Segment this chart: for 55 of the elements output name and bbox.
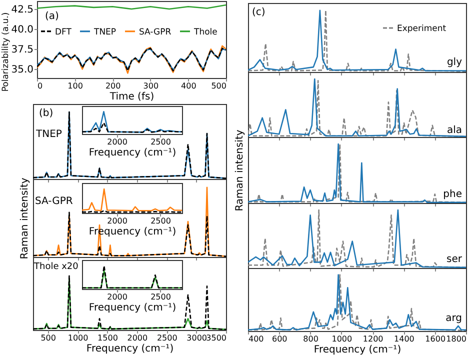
y-tick-label: 40.0 [11,24,34,36]
text: Thole x20 [33,262,79,272]
x-tick-label: 1800 [446,334,466,344]
x-axis-title: Frequency (cm⁻¹) [314,344,402,356]
legend-label: TNEP [93,27,116,38]
x-axis-title: Frequency (cm⁻¹) [86,344,174,354]
annotation: phe [443,189,462,200]
x-tick-label: 500 [211,82,226,90]
x-tick-label: 2000 [107,138,128,146]
x-tick-label: 2000 [107,292,128,302]
x-tick-label: 0 [38,82,43,90]
x-tick-label: 2500 [150,292,171,302]
legend-label: SA-GPR [139,27,172,38]
y-tick-label: 35.0 [11,64,34,76]
y-axis-title: Raman intensity [234,130,246,212]
annotation: arg [446,313,462,324]
annotation: (c) [252,7,266,18]
x-tick-label: 2500 [150,216,171,226]
x-tick-label: 2000 [107,216,128,226]
x-tick-label: 1500 [98,334,118,342]
x-tick-label: 400 [181,82,196,90]
annotation: gly [446,57,462,68]
y-axis-title: Polarizability (a.u.) [1,12,12,92]
legend-label: Experiment [397,24,447,34]
x-tick-label: 2000 [127,334,148,342]
x-tick-label: 100 [68,82,83,90]
annotation: (b) [39,108,54,119]
y-axis-title: Raman intensity [20,178,30,260]
x-tick-label: 2500 [150,138,171,146]
x-axis-title: Frequency (cm⁻¹) [88,302,176,314]
x-tick-label: 3500 [206,334,226,342]
x-tick-label: 1600 [425,334,446,344]
x-tick-label: 400 [248,334,264,344]
legend-label: DFT [55,27,72,38]
x-axis-title: Time (fs) [108,92,154,102]
annotation: (a) [45,11,60,22]
annotation: ala [446,125,462,136]
y-tick-label: 42.5 [11,4,34,16]
x-tick-label: 1000 [332,334,352,344]
x-axis-title: Frequency (cm⁻¹) [88,148,176,158]
x-tick-label: 2500 [156,334,178,342]
annotation: TNEP [35,129,62,140]
x-tick-label: 300 [143,82,159,90]
x-tick-label: 3000 [186,334,207,342]
y-tick-label: 37.5 [11,44,34,56]
legend-label: Thole [193,27,218,38]
annotation: SA-GPR [35,196,73,207]
x-tick-label: 1400 [394,334,414,344]
annotation: ser [446,254,463,265]
x-tick-label: 800 [303,334,318,344]
x-tick-label: 600 [272,334,288,344]
x-tick-label: 200 [105,82,121,90]
x-tick-label: 1200 [362,334,384,344]
x-tick-label: 500 [40,334,56,342]
x-tick-label: 1000 [68,334,88,342]
